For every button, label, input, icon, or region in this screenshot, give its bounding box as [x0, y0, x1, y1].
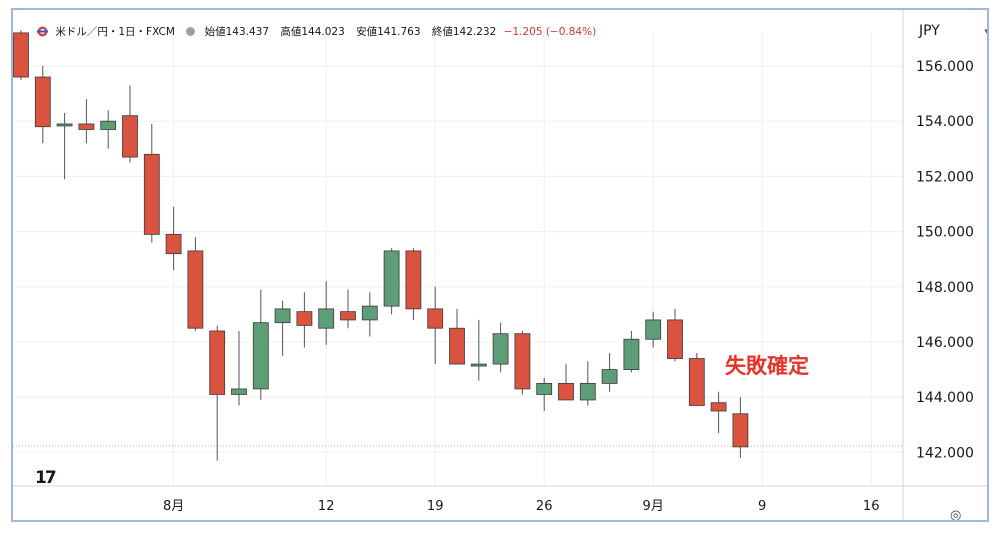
candles: [13, 30, 749, 461]
x-tick-label: 9月: [643, 499, 664, 514]
candle-body: [492, 333, 509, 365]
high-label: 高値: [280, 26, 302, 38]
grid-lines: [13, 32, 903, 486]
candle-body: [536, 382, 553, 395]
candle-body: [710, 402, 727, 412]
candle-body: [56, 123, 73, 127]
low-value: 141.763: [377, 26, 421, 38]
currency-label: JPY: [919, 23, 940, 39]
candle-body: [623, 338, 640, 370]
y-axis: 156.000 154.000 152.000 150.000 148.000 146.0…: [902, 10, 974, 520]
candle-body: [100, 120, 117, 130]
x-tick-label: 16: [863, 499, 880, 514]
open-label: 始値: [204, 26, 226, 38]
y-tick-label: 148.000: [916, 280, 974, 296]
low-label: 安値: [356, 26, 378, 38]
change-value: −1.205 (−0.84%): [503, 26, 597, 38]
candle-body: [667, 319, 683, 359]
candle-body: [34, 76, 51, 128]
settings-icon[interactable]: ◎: [950, 508, 962, 522]
candle-body: [514, 333, 531, 390]
x-axis: 8月 12 19 26 9月 9 16: [13, 485, 987, 514]
candle-body: [645, 319, 662, 340]
y-tick-label: 154.000: [916, 114, 974, 130]
candle-body: [252, 322, 269, 390]
fx-logo-icon: [37, 26, 48, 37]
y-tick-label: 152.000: [916, 169, 974, 185]
candle-body: [143, 153, 160, 235]
tradingview-logo[interactable]: 17: [35, 468, 57, 488]
x-tick-label: 19: [427, 499, 444, 514]
candle-body: [449, 327, 465, 365]
candle-body: [427, 308, 444, 329]
candlestick-chart[interactable]: 156.000 154.000 152.000 150.000 148.000 146.0…: [13, 10, 989, 522]
y-tick-label: 150.000: [916, 225, 974, 241]
chevron-down-icon: ▾: [984, 27, 989, 37]
candle-body: [579, 382, 596, 401]
candle-body: [187, 250, 204, 329]
close-label: 終値: [431, 26, 453, 38]
currency-select[interactable]: JPY ▾: [919, 23, 989, 39]
high-value: 144.023: [301, 26, 345, 38]
y-tick-label: 146.000: [916, 335, 974, 351]
candle-body: [732, 413, 749, 448]
candle-body: [209, 330, 226, 395]
market-status-icon: [186, 27, 196, 36]
candle-body: [78, 123, 95, 130]
open-value: 143.437: [225, 26, 269, 38]
y-tick-label: 142.000: [916, 445, 974, 461]
chart-frame: 156.000 154.000 152.000 150.000 148.000 146.0…: [11, 8, 989, 522]
close-value: 142.232: [452, 26, 497, 38]
x-tick-label: 12: [318, 499, 335, 514]
candle-body: [122, 115, 138, 158]
candle-body: [318, 308, 335, 329]
x-tick-label: 8月: [163, 499, 184, 514]
candle-body: [688, 358, 705, 406]
candle-body: [340, 311, 356, 321]
candle-body: [296, 311, 313, 326]
candle-body: [405, 250, 422, 310]
candle-body: [165, 233, 182, 255]
y-tick-label: 144.000: [916, 390, 974, 406]
candle-body: [558, 382, 574, 401]
candle-body: [274, 308, 291, 324]
y-tick-label: 156.000: [916, 59, 974, 75]
candle-body: [231, 388, 247, 395]
chart-header: 米ドル／円・1日・FXCM 始値143.437 高値144.023 安値141.…: [37, 24, 596, 39]
candle-body: [383, 250, 400, 307]
annotation-text: 失敗確定: [725, 354, 809, 378]
candle-body: [601, 369, 618, 384]
x-tick-label: 26: [536, 499, 553, 514]
symbol-title[interactable]: 米ドル／円・1日・FXCM: [55, 26, 175, 38]
candle-body: [470, 363, 487, 367]
candle-body: [13, 32, 29, 78]
x-tick-label: 9: [758, 499, 766, 514]
candle-body: [361, 305, 378, 321]
